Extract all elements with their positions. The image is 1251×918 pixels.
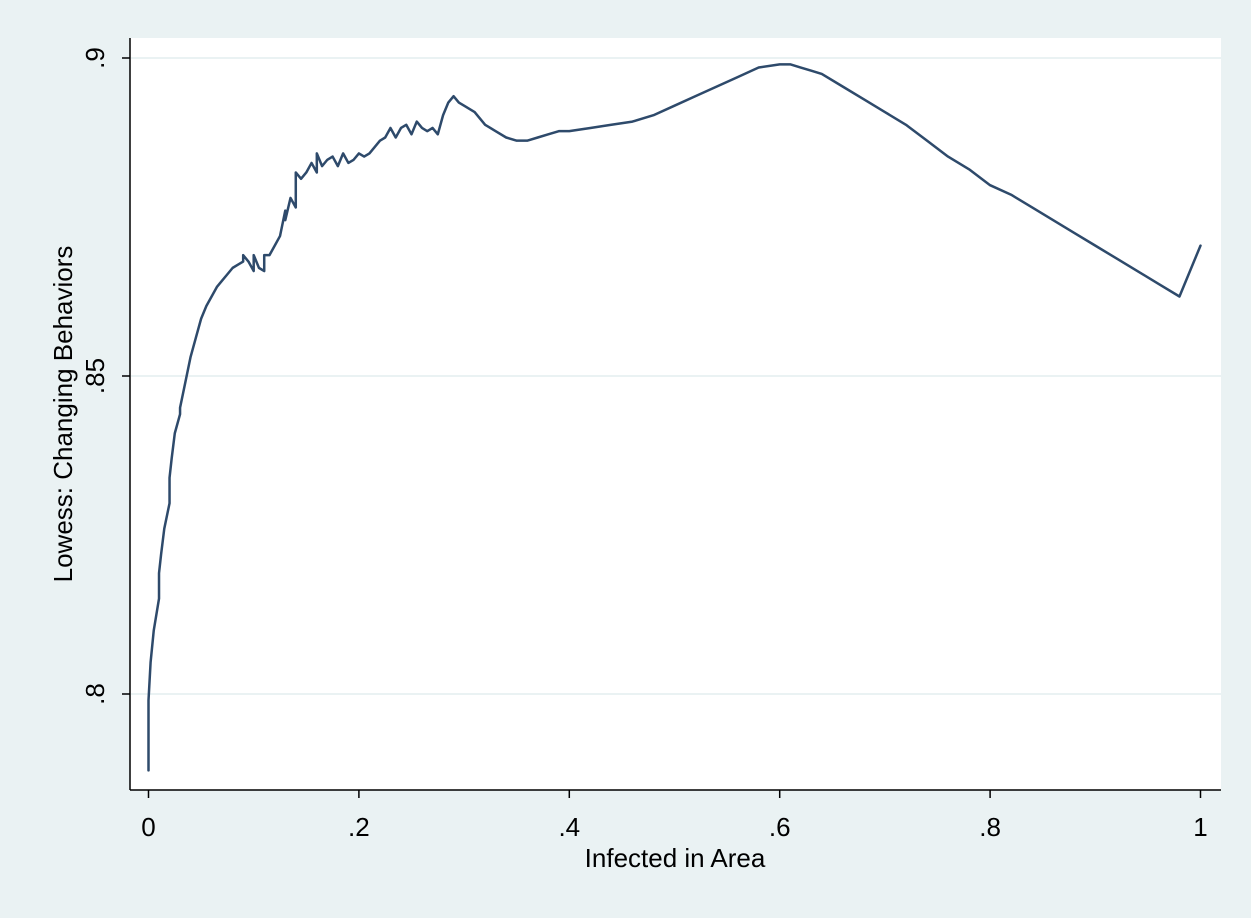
x-tick-label-2: .4	[558, 812, 580, 842]
x-tick-label-1: .2	[348, 812, 370, 842]
x-tick-label-4: .8	[979, 812, 1001, 842]
x-tick-label-5: 1	[1193, 812, 1207, 842]
y-ticks: .8 .85 .9	[80, 47, 130, 705]
series-line-0	[147, 63, 1202, 772]
x-ticks: 0 .2 .4 .6 .8 1	[141, 790, 1208, 842]
x-tick-label-3: .6	[769, 812, 791, 842]
y-tick-label-1: .85	[80, 358, 110, 394]
y-tick-label-2: .9	[80, 47, 110, 69]
plot-area	[130, 38, 1221, 790]
y-tick-label-0: .8	[80, 683, 110, 705]
grid-lines	[131, 57, 1221, 695]
y-axis-title: Lowess: Changing Behaviors	[48, 246, 78, 583]
x-tick-label-0: 0	[141, 812, 155, 842]
series-layer	[147, 63, 1202, 772]
x-axis-title: Infected in Area	[585, 843, 766, 873]
